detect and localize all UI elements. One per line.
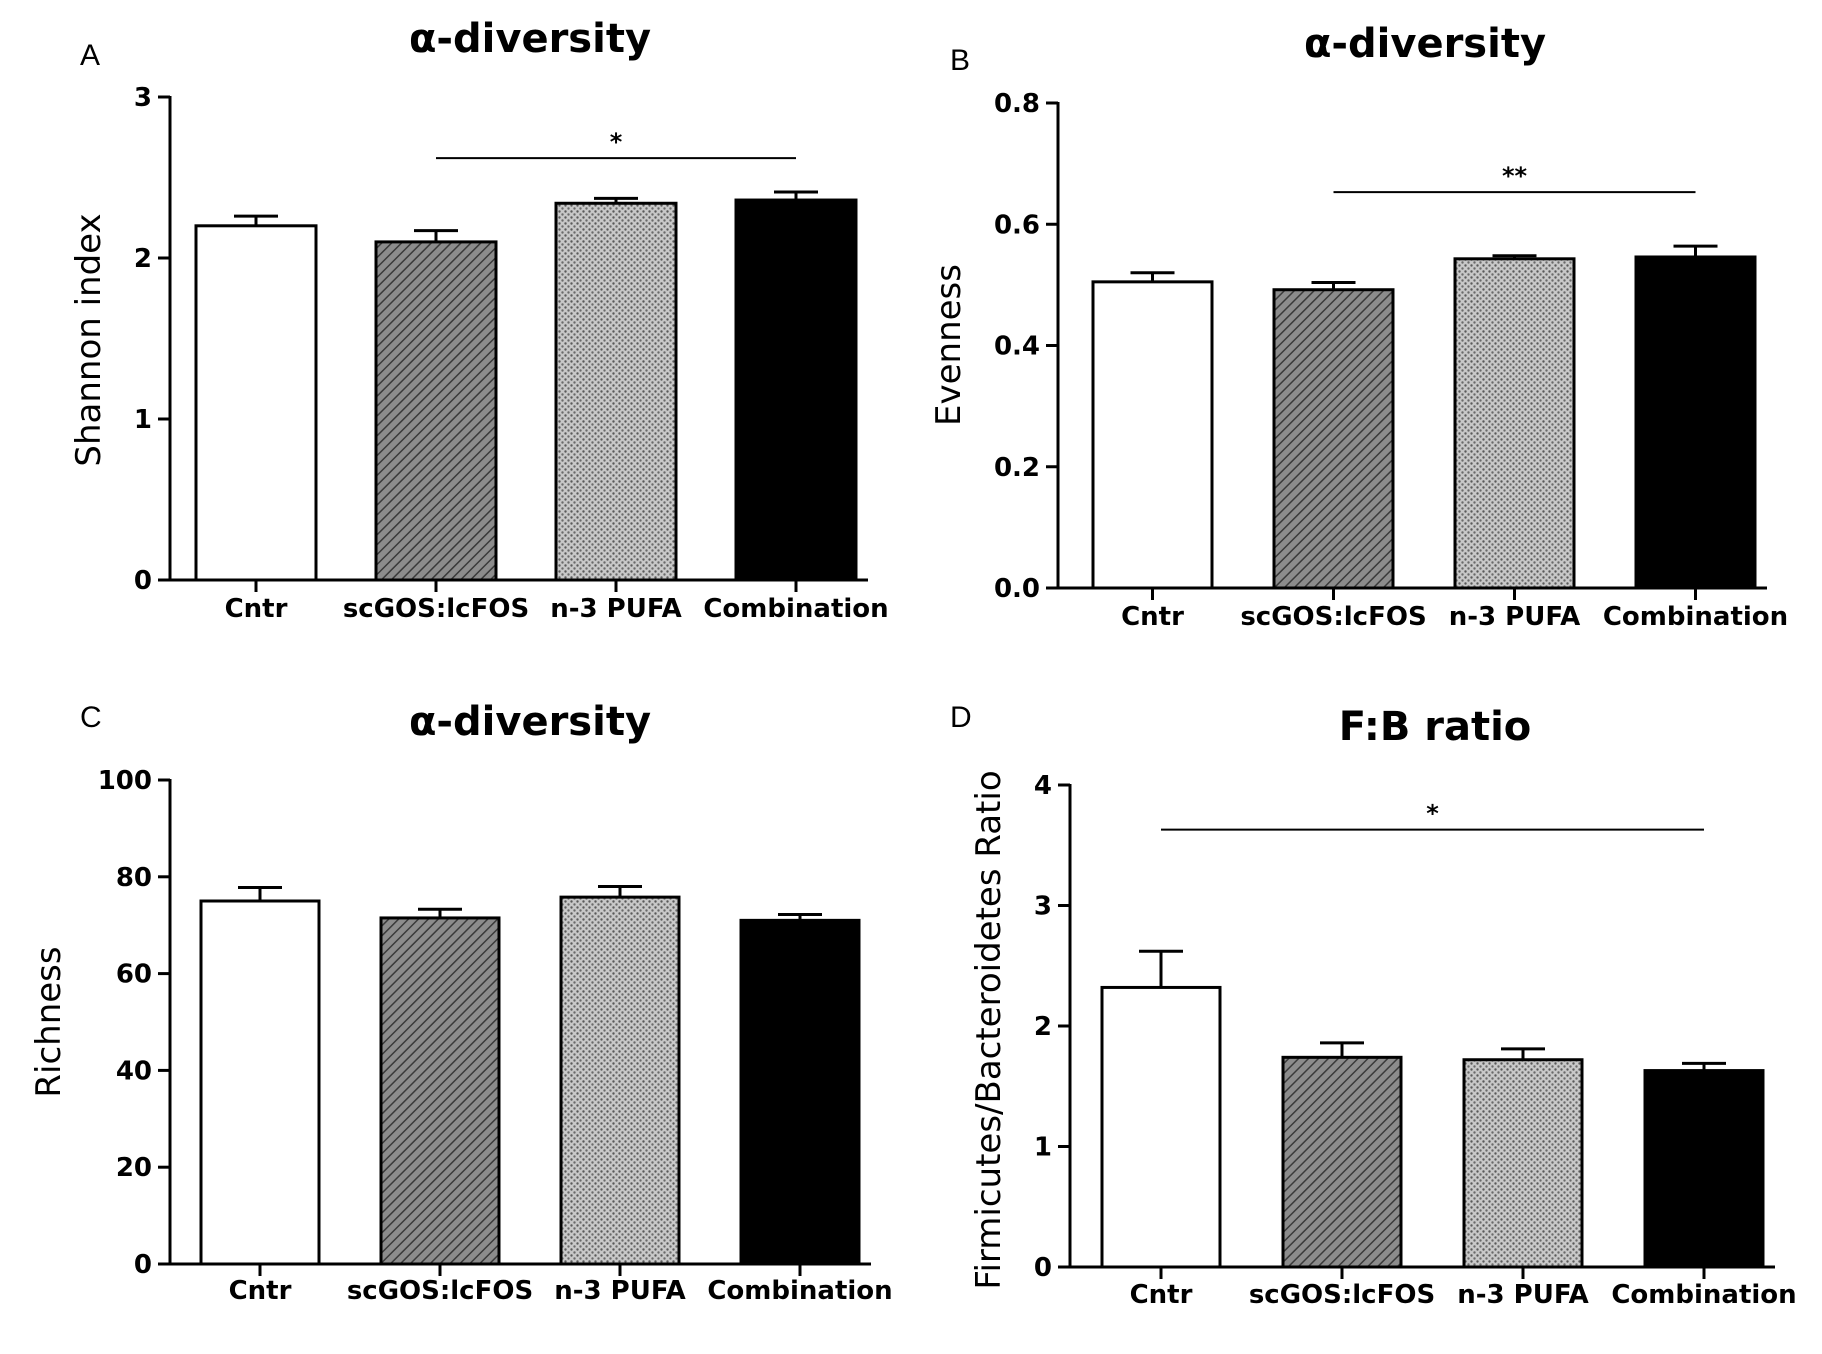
bar-scgos: [1281, 1055, 1403, 1269]
y-tick-label: 1: [1034, 1133, 1052, 1163]
panel-letter: D: [950, 701, 972, 734]
x-tick-label: scGOS:lcFOS: [1249, 1280, 1435, 1310]
chart-title: α-diversity: [409, 699, 651, 745]
bar-scgos: [374, 240, 498, 582]
y-tick-label: 0.0: [994, 574, 1040, 604]
chart-title: α-diversity: [409, 16, 651, 62]
x-tick-label: scGOS:lcFOS: [343, 594, 529, 624]
y-tick-label: 80: [116, 863, 152, 893]
bar-pufa: [559, 895, 681, 1266]
y-tick-label: 0.6: [994, 210, 1040, 240]
y-axis-label: Evenness: [929, 264, 969, 426]
x-tick-label: Combination: [1603, 602, 1788, 632]
x-tick-label: n-3 PUFA: [554, 1276, 686, 1306]
chart-title: F:B ratio: [1339, 704, 1532, 750]
y-tick-label: 3: [134, 83, 152, 113]
panel-d: D F:B ratio Firmicutes/Bacteroidetes Ratio…: [950, 701, 1797, 1310]
x-tick-label: Cntr: [1130, 1280, 1193, 1310]
panel-letter: A: [80, 39, 100, 72]
x-tick-label: scGOS:lcFOS: [347, 1276, 533, 1306]
significance-marker: *: [1426, 800, 1439, 828]
bar-cntr: [1100, 985, 1222, 1269]
bar-scgos: [1272, 288, 1395, 590]
bar-scgos: [379, 916, 501, 1266]
panel-letter: B: [950, 44, 970, 77]
x-tick-label: Combination: [1611, 1280, 1796, 1310]
y-tick-label: 4: [1034, 771, 1052, 801]
x-tick-label: Cntr: [1121, 602, 1184, 632]
y-axis-label: Shannon index: [69, 213, 109, 466]
y-tick-label: 0: [134, 1250, 152, 1280]
bar-combination: [1634, 255, 1757, 590]
y-tick-label: 100: [98, 766, 152, 796]
bar-combination: [734, 198, 858, 582]
significance-marker: **: [1502, 162, 1528, 190]
y-tick-label: 2: [1034, 1012, 1052, 1042]
y-tick-label: 0: [134, 566, 152, 596]
y-tick-label: 40: [116, 1056, 152, 1086]
bar-pufa: [1462, 1058, 1584, 1269]
bar-combination: [739, 918, 861, 1266]
y-tick-label: 0.4: [994, 332, 1040, 362]
x-tick-label: n-3 PUFA: [1457, 1280, 1589, 1310]
bar-cntr: [1091, 280, 1214, 590]
panel-letter: C: [80, 701, 102, 734]
y-tick-label: 60: [116, 960, 152, 990]
y-tick-label: 2: [134, 244, 152, 274]
bar-cntr: [199, 899, 321, 1266]
x-tick-label: n-3 PUFA: [550, 594, 682, 624]
y-tick-label: 20: [116, 1153, 152, 1183]
y-tick-label: 0.8: [994, 89, 1040, 119]
y-axis-label: Richness: [29, 946, 69, 1097]
y-tick-label: 0.2: [994, 453, 1040, 483]
chart-title: α-diversity: [1304, 21, 1546, 67]
bar-pufa: [554, 201, 678, 582]
significance-marker: *: [610, 128, 623, 156]
y-tick-label: 0: [1034, 1253, 1052, 1283]
x-tick-label: Cntr: [229, 1276, 292, 1306]
y-tick-label: 3: [1034, 892, 1052, 922]
x-tick-label: Combination: [707, 1276, 892, 1306]
bar-pufa: [1453, 257, 1576, 590]
y-axis-label: Firmicutes/Bacteroidetes Ratio: [969, 770, 1009, 1289]
x-tick-label: scGOS:lcFOS: [1240, 602, 1426, 632]
x-tick-label: n-3 PUFA: [1449, 602, 1581, 632]
bar-cntr: [194, 224, 318, 582]
bar-combination: [1643, 1069, 1765, 1269]
x-tick-label: Cntr: [225, 594, 288, 624]
y-tick-label: 1: [134, 405, 152, 435]
x-tick-label: Combination: [703, 594, 888, 624]
